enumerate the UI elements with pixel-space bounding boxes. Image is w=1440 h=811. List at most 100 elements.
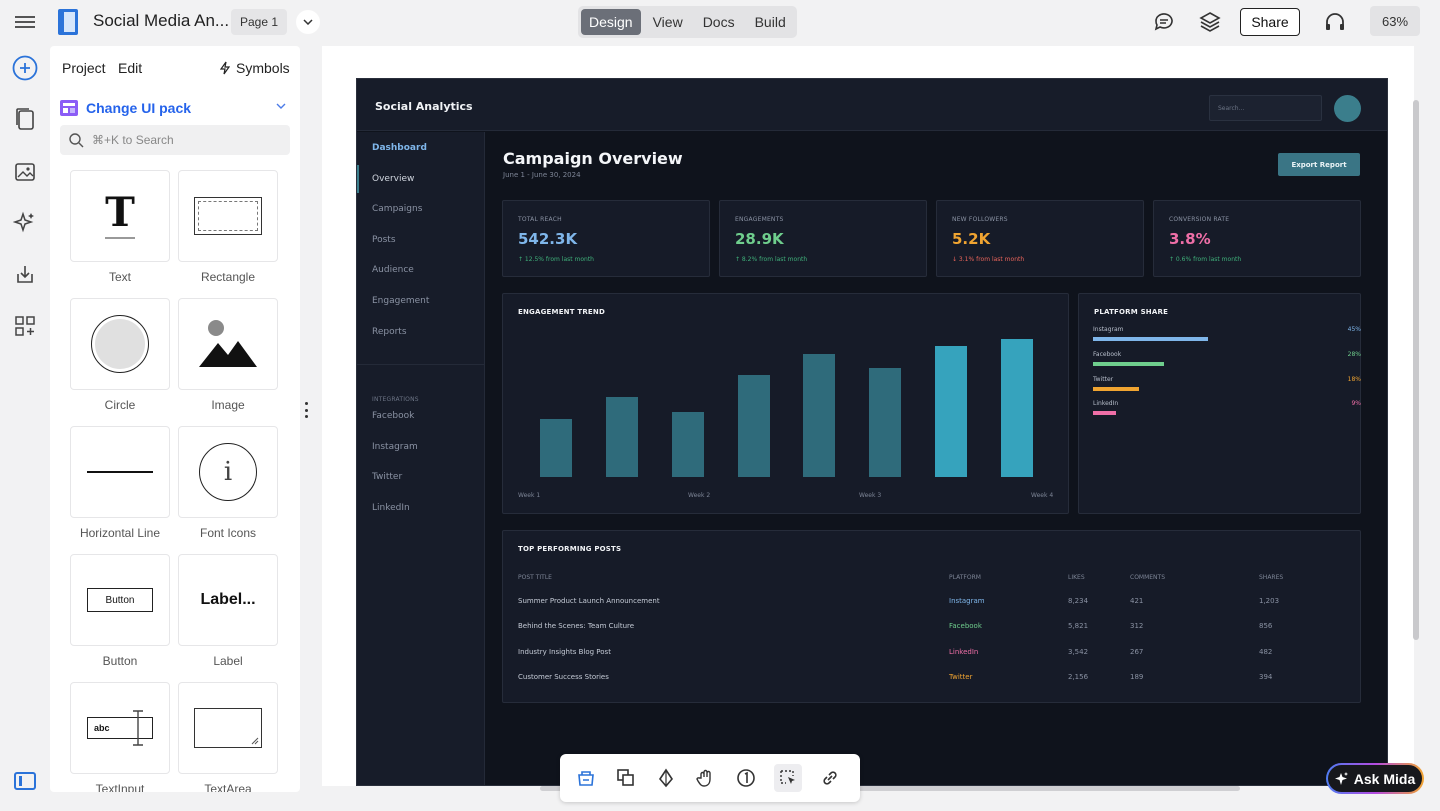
tab-build[interactable]: Build	[754, 14, 786, 30]
assets-icon[interactable]	[12, 159, 38, 185]
tab-design[interactable]: Design	[581, 9, 641, 35]
select-cursor-icon[interactable]	[774, 764, 802, 792]
nav-posts[interactable]: Posts	[372, 235, 396, 245]
nav-reports[interactable]: Reports	[372, 327, 407, 337]
stat-value: 3.8%	[1169, 230, 1211, 248]
week-label: Week 2	[688, 492, 711, 499]
symbols-menu[interactable]: Symbols	[220, 60, 290, 76]
bar-7	[935, 346, 968, 477]
post-likes: 3,542	[1068, 648, 1089, 656]
headphones-icon[interactable]	[1323, 10, 1347, 34]
ask-mida-button[interactable]: Ask Mida	[1326, 763, 1424, 794]
textarea-preview	[178, 682, 278, 774]
tab-docs[interactable]: Docs	[702, 14, 735, 30]
layers-icon[interactable]	[1198, 10, 1222, 34]
nav-engagement[interactable]: Engagement	[372, 296, 430, 306]
platform-row-twitter: Twitter 18%	[1093, 376, 1361, 391]
component-label: Font Icons	[199, 526, 257, 540]
import-icon[interactable]	[12, 262, 38, 288]
component-font-icons[interactable]: i Font Icons	[178, 426, 278, 540]
nav-linkedin[interactable]: LinkedIn	[372, 503, 410, 513]
project-menu[interactable]: Project	[62, 60, 106, 76]
component-button[interactable]: Button Button	[70, 554, 170, 668]
mode-switcher: Design View Docs Build	[578, 6, 797, 38]
component-textarea[interactable]: TextArea	[178, 682, 278, 792]
edit-menu[interactable]: Edit	[118, 60, 143, 76]
nav-overview[interactable]: Overview	[357, 165, 485, 193]
comment-icon[interactable]	[1152, 10, 1176, 34]
label-preview: Label...	[178, 554, 278, 646]
export-report-button[interactable]: Export Report	[1278, 153, 1360, 176]
page-selector[interactable]: Page 1	[231, 9, 288, 35]
nav-twitter[interactable]: Twitter	[372, 472, 403, 482]
post-title: Behind the Scenes: Team Culture	[518, 622, 635, 630]
bottom-toolbar	[560, 754, 860, 802]
menu-icon[interactable]	[14, 12, 36, 32]
stat-change: ↑ 8.2% from last month	[735, 256, 808, 263]
nav-campaigns[interactable]: Campaigns	[372, 204, 423, 214]
stat-change: ↓ 3.1% from last month	[952, 256, 1025, 263]
search-input[interactable]	[92, 133, 272, 147]
post-likes: 8,234	[1068, 597, 1089, 605]
stat-change: ↑ 0.6% from last month	[1169, 256, 1242, 263]
component-search[interactable]	[60, 125, 290, 155]
app-search-input[interactable]	[1218, 104, 1321, 112]
component-label[interactable]: Label... Label	[178, 554, 278, 668]
post-platform: Instagram	[949, 597, 985, 605]
bar-8	[1001, 339, 1033, 477]
stat-label: TOTAL REACH	[518, 216, 562, 223]
avatar[interactable]	[1334, 95, 1361, 122]
app-search-box[interactable]	[1209, 95, 1322, 121]
column-header: SHARES	[1259, 574, 1284, 581]
add-icon[interactable]	[12, 55, 38, 81]
post-likes: 2,156	[1068, 673, 1089, 681]
component-rectangle[interactable]: Rectangle	[178, 170, 278, 284]
bar-5	[803, 354, 836, 477]
horizontal-line-preview	[70, 426, 170, 518]
change-ui-pack[interactable]: Change UI pack	[60, 98, 290, 118]
document-title[interactable]: Social Media An... /	[93, 11, 243, 30]
number-badge-icon[interactable]	[734, 766, 758, 790]
component-horizontal-line[interactable]: Horizontal Line	[70, 426, 170, 540]
zoom-level[interactable]: 63%	[1370, 6, 1420, 36]
search-icon	[69, 133, 84, 148]
post-comments: 421	[1130, 597, 1144, 605]
component-textinput[interactable]: abc TextInput	[70, 682, 170, 792]
horizontal-scrollbar[interactable]	[540, 786, 1240, 791]
components-panel: Project Edit Symbols Change UI pack T Te…	[50, 46, 300, 792]
pen-icon[interactable]	[654, 766, 678, 790]
tab-view[interactable]: View	[652, 14, 683, 30]
circle-preview	[70, 298, 170, 390]
share-button[interactable]: Share	[1240, 8, 1300, 36]
chevron-down-icon[interactable]	[296, 10, 320, 34]
platform-name: Facebook	[1093, 351, 1122, 358]
nav-instagram[interactable]: Instagram	[372, 442, 418, 452]
platform-bar	[1093, 337, 1208, 341]
platform-share-title: PLATFORM SHARE	[1094, 308, 1169, 316]
link-icon[interactable]	[818, 766, 842, 790]
nav-dashboard[interactable]: Dashboard	[372, 143, 427, 153]
component-insert-icon[interactable]	[574, 766, 598, 790]
chevron-down-icon[interactable]	[276, 100, 286, 112]
vertical-scrollbar[interactable]	[1413, 100, 1419, 640]
platform-name: Twitter	[1093, 376, 1114, 383]
sidebar-toggle-icon[interactable]	[14, 772, 36, 790]
engagement-trend-title: ENGAGEMENT TREND	[518, 308, 605, 316]
component-image[interactable]: Image	[178, 298, 278, 412]
stat-label: CONVERSION RATE	[1169, 216, 1230, 223]
shapes-icon[interactable]	[614, 766, 638, 790]
plugins-icon[interactable]	[12, 313, 38, 339]
platform-name: Instagram	[1093, 326, 1124, 333]
dashboard-artboard[interactable]: Social Analytics Dashboard Overview Camp…	[356, 78, 1388, 786]
panel-resize-handle[interactable]	[305, 402, 309, 418]
component-circle[interactable]: Circle	[70, 298, 170, 412]
hand-icon[interactable]	[694, 766, 718, 790]
pages-icon[interactable]	[12, 106, 38, 132]
nav-facebook[interactable]: Facebook	[372, 411, 415, 421]
stat-label: ENGAGEMENTS	[735, 216, 784, 223]
ai-sparkle-icon[interactable]	[12, 210, 38, 236]
nav-audience[interactable]: Audience	[372, 265, 414, 275]
component-label: Label	[213, 654, 243, 668]
component-text[interactable]: T Text	[70, 170, 170, 284]
stat-value: 28.9K	[735, 230, 784, 248]
